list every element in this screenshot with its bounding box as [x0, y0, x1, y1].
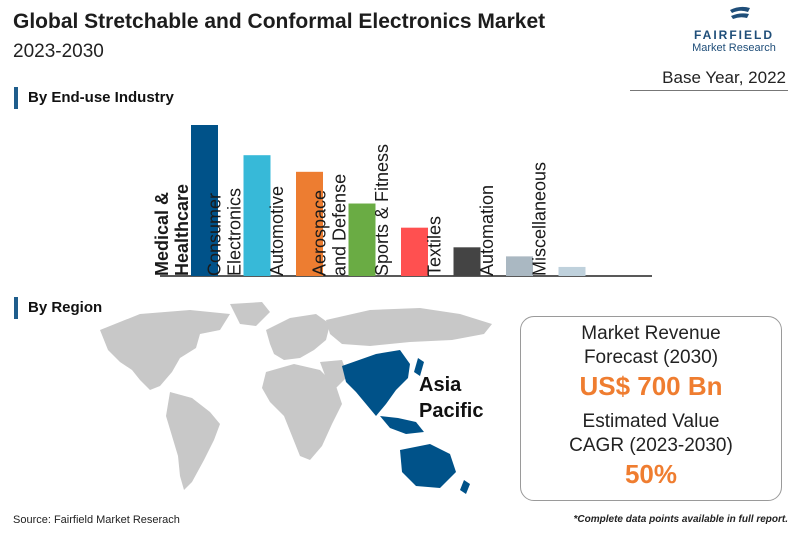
region-label-line-1: Asia [419, 374, 462, 396]
page-title: Global Stretchable and Conformal Electro… [13, 10, 546, 33]
category-label: Healthcare [172, 184, 192, 276]
source-note: Source: Fairfield Market Reserach [13, 514, 180, 526]
revenue-label-line-1: Market Revenue [581, 323, 721, 344]
region-label-line-2: Pacific [419, 400, 484, 422]
bar-medical-healthcare [191, 125, 218, 276]
fairfield-logo: FAIRFIELD Market Research [678, 4, 790, 56]
map-greenland [230, 302, 270, 326]
logo-subtitle: Market Research [692, 42, 776, 54]
cagr-label-line-2: CAGR (2023-2030) [569, 435, 733, 456]
bar-automation [506, 256, 533, 276]
kpi-card: Market Revenue Forecast (2030) US$ 700 B… [520, 316, 782, 501]
cagr-value: 50% [624, 459, 678, 489]
map-europe [266, 314, 330, 360]
bar-textiles [453, 247, 481, 276]
base-year-divider [630, 90, 788, 91]
category-label: Automotive [267, 186, 287, 276]
category-label: Electronics [225, 188, 245, 276]
end-use-bar-chart: Medical & Healthcare Consumer Electronics Au… [152, 125, 652, 277]
map-russia [326, 308, 492, 346]
base-year-label: Base Year, 2022 [662, 68, 786, 87]
map-japan [414, 358, 424, 376]
map-asia-pacific-mainland [342, 350, 410, 416]
section-heading-end-use: By End-use Industry [14, 87, 174, 109]
category-label: Automation [477, 185, 497, 276]
section-heading-region: By Region [14, 297, 102, 319]
page-subtitle: 2023-2030 [13, 41, 104, 62]
map-middle-east [320, 360, 348, 388]
category-label: Consumer [205, 193, 225, 276]
cagr-label-line-1: Estimated Value [582, 411, 720, 432]
world-map [80, 300, 520, 500]
region-highlight-label: Asia Pacific [419, 372, 483, 424]
logo-name: FAIRFIELD [694, 28, 774, 42]
bar-aerospace-and-defense [348, 203, 376, 276]
category-label: Medical & [152, 192, 172, 276]
category-label: Textiles [425, 216, 445, 276]
bar-miscellaneous [558, 266, 586, 276]
map-south-america [166, 392, 220, 490]
map-new-zealand [460, 480, 470, 494]
revenue-label-line-2: Forecast (2030) [583, 347, 719, 368]
map-africa [262, 364, 342, 460]
map-southeast-asia [380, 416, 424, 434]
map-north-america [100, 310, 230, 390]
category-label: and Defense [330, 174, 350, 276]
category-label: Miscellaneous [530, 162, 550, 276]
footnote: *Complete data points available in full … [573, 514, 788, 525]
bar-automotive [296, 171, 323, 276]
map-australia [400, 444, 456, 488]
category-label: Sports & Fitness [372, 144, 392, 276]
category-label: Aerospace [310, 190, 330, 276]
revenue-value: US$ 700 Bn [579, 371, 723, 401]
logo-mark-icon [730, 6, 750, 19]
bar-sports-fitness [401, 227, 428, 276]
bar-consumer-electronics [243, 155, 271, 276]
